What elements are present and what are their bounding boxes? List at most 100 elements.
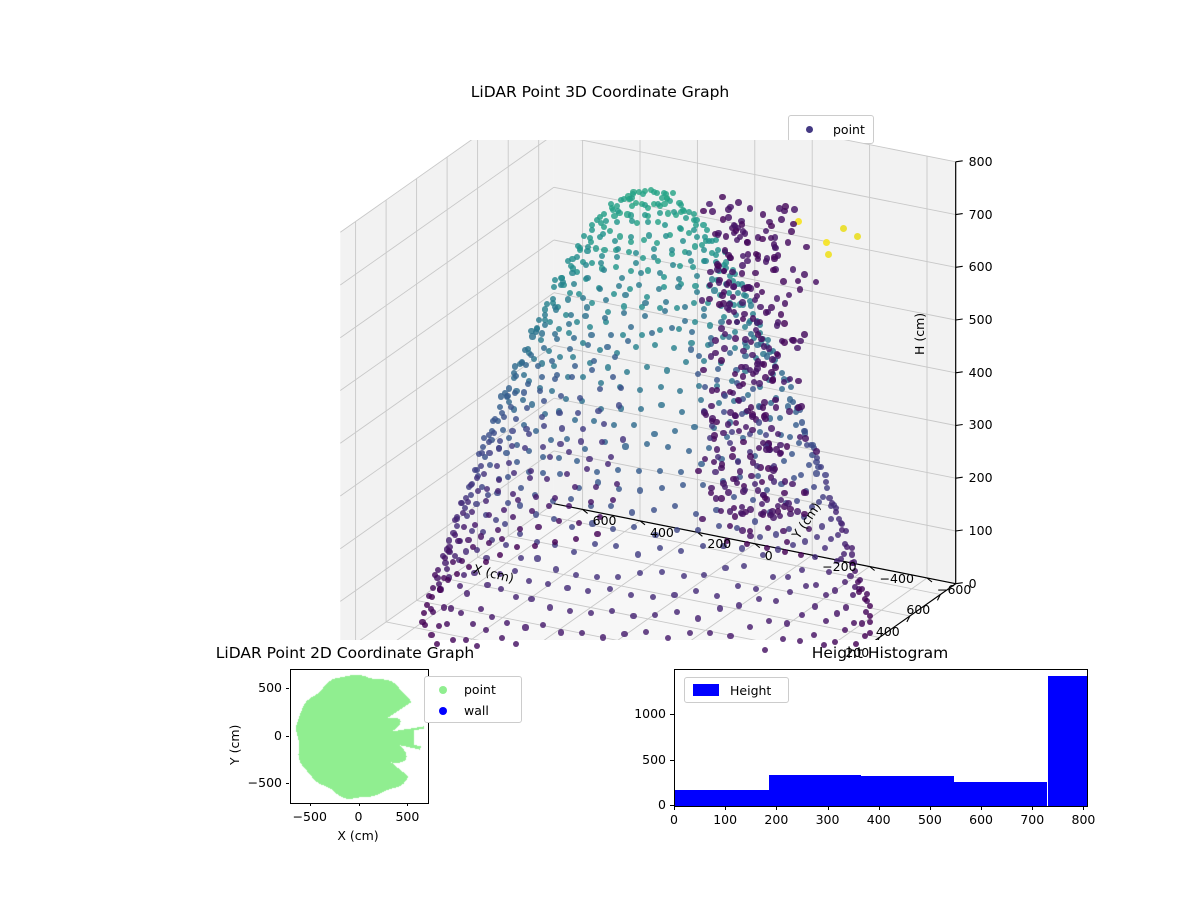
scatter-point bbox=[550, 515, 557, 522]
scatter-point bbox=[742, 368, 749, 375]
scatter-point bbox=[452, 516, 459, 523]
scatter-point bbox=[739, 315, 747, 322]
x-tick-mark bbox=[1032, 806, 1034, 810]
scatter-point bbox=[693, 233, 700, 240]
scatter-point bbox=[757, 464, 764, 471]
scatter-point bbox=[766, 415, 773, 422]
scatter-point bbox=[777, 441, 784, 449]
scatter-point bbox=[757, 533, 764, 540]
scatter-point bbox=[435, 580, 442, 587]
scatter-point bbox=[580, 339, 587, 346]
scatter-point bbox=[783, 538, 790, 545]
scatter-point bbox=[423, 602, 430, 609]
scatter-point bbox=[582, 261, 589, 268]
scatter-point bbox=[716, 399, 723, 406]
scatter-point bbox=[445, 577, 452, 584]
scatter-point bbox=[582, 312, 589, 320]
scatter-point bbox=[801, 331, 808, 338]
scatter-point bbox=[715, 279, 723, 286]
scatter-point bbox=[496, 570, 504, 577]
scatter-point bbox=[742, 336, 749, 343]
scatter-point bbox=[763, 446, 770, 453]
scatter-point bbox=[598, 380, 605, 387]
x-tick-label: 0 bbox=[354, 809, 363, 824]
scatter-point bbox=[790, 474, 798, 481]
scatter-point bbox=[805, 461, 812, 468]
scatter-point bbox=[699, 543, 707, 550]
scatter-point bbox=[563, 435, 570, 442]
scatter-point bbox=[573, 318, 581, 325]
scatter-point bbox=[802, 583, 810, 590]
scatter-point bbox=[781, 320, 788, 327]
scatter-point bbox=[641, 313, 648, 320]
scatter-point bbox=[794, 508, 801, 515]
scatter-point bbox=[765, 376, 772, 383]
scatter-point bbox=[778, 480, 785, 487]
scatter-point bbox=[627, 592, 635, 599]
scatter-point bbox=[724, 421, 731, 428]
scatter-point bbox=[495, 418, 502, 425]
histogram-bar bbox=[954, 782, 1048, 806]
scatter-point bbox=[536, 317, 543, 324]
scatter-point bbox=[701, 572, 708, 579]
scatter-point bbox=[776, 450, 784, 457]
scatter-point bbox=[562, 395, 569, 402]
scatter-point bbox=[597, 213, 604, 220]
scatter-point bbox=[746, 205, 753, 212]
scatter-point bbox=[730, 283, 738, 290]
scatter-point bbox=[831, 587, 838, 594]
scatter-point bbox=[786, 588, 794, 595]
scatter-point bbox=[633, 199, 640, 206]
scatter-point bbox=[722, 564, 729, 571]
scatter-point bbox=[796, 433, 804, 441]
scatter-point bbox=[716, 301, 723, 308]
scatter-point bbox=[773, 446, 780, 453]
scatter-point bbox=[605, 364, 612, 371]
scatter-point bbox=[628, 267, 635, 275]
scatter-point bbox=[812, 278, 820, 286]
scatter-point bbox=[471, 569, 478, 577]
scatter-point bbox=[747, 506, 754, 513]
scatter-point bbox=[812, 553, 819, 560]
x-tick-mark bbox=[358, 803, 360, 806]
scatter-point bbox=[610, 421, 617, 428]
scatter-point bbox=[740, 438, 747, 446]
scatter-point bbox=[719, 193, 726, 201]
x-tick-label: 200 bbox=[845, 645, 870, 661]
scatter-point bbox=[480, 470, 487, 477]
scatter-point bbox=[592, 541, 599, 548]
chart-hist-legend: Height bbox=[684, 677, 789, 703]
scatter-point bbox=[545, 348, 552, 355]
scatter-point bbox=[458, 500, 465, 507]
scatter-point bbox=[564, 584, 571, 591]
scatter-point bbox=[440, 575, 447, 582]
scatter-point bbox=[714, 266, 721, 273]
scatter-point bbox=[742, 423, 750, 430]
x-tick-label: 400 bbox=[875, 623, 900, 639]
scatter-point bbox=[587, 360, 594, 367]
scatter-point bbox=[659, 194, 666, 201]
scatter-point bbox=[546, 604, 553, 611]
scatter-point bbox=[770, 574, 777, 581]
scatter-point bbox=[795, 377, 802, 384]
scatter-point bbox=[520, 372, 527, 379]
scatter-point bbox=[593, 245, 600, 252]
scatter-point bbox=[735, 427, 742, 435]
y-tick-label: −500 bbox=[247, 775, 282, 790]
scatter-point bbox=[575, 291, 583, 298]
scatter-point bbox=[752, 354, 759, 361]
scatter-point bbox=[702, 234, 709, 241]
scatter-point bbox=[813, 459, 820, 466]
scatter-point bbox=[738, 281, 745, 288]
scatter-point bbox=[569, 373, 576, 380]
scatter-point bbox=[512, 594, 519, 601]
scatter-point bbox=[533, 539, 540, 546]
scatter-point bbox=[528, 351, 535, 358]
scatter-point bbox=[564, 374, 571, 381]
scatter-point bbox=[530, 355, 538, 362]
scatter-point bbox=[651, 430, 658, 437]
scatter-point bbox=[557, 353, 564, 360]
scatter-point bbox=[529, 333, 536, 340]
scatter-point bbox=[741, 310, 748, 318]
scatter-point bbox=[525, 345, 532, 352]
